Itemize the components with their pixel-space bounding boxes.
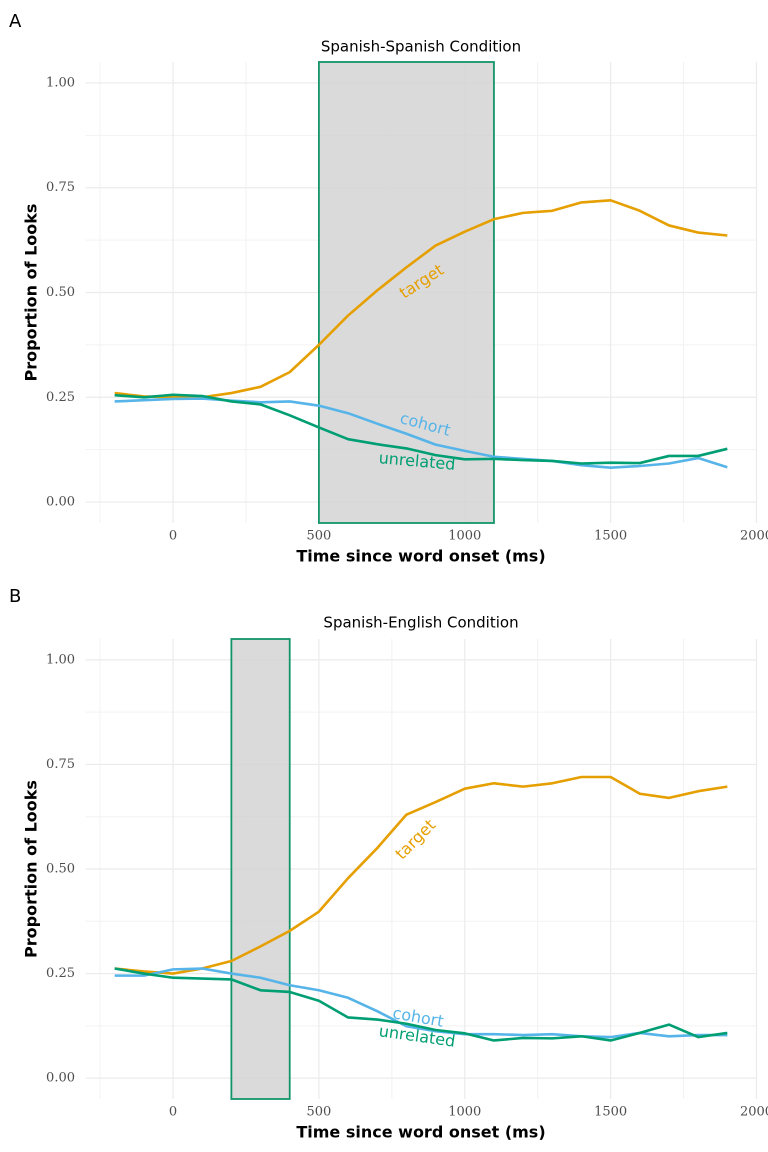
x-tick-label: 0 [169, 529, 177, 544]
panel-label: A [9, 11, 22, 32]
highlight-window [230, 638, 291, 1100]
y-tick-label: 1.00 [46, 75, 75, 90]
y-tick-label: 0.00 [46, 1071, 75, 1086]
x-axis-title: Time since word onset (ms) [296, 547, 545, 566]
line-series [114, 967, 728, 1042]
y-tick-label: 1.00 [46, 652, 75, 667]
x-tick-label: 1000 [448, 1105, 481, 1120]
x-tick-label: 1500 [594, 1105, 627, 1120]
x-axis-title: Time since word onset (ms) [296, 1123, 545, 1142]
x-tick-label: 2000 [740, 1105, 768, 1120]
x-tick-label: 2000 [740, 529, 768, 544]
y-axis-title: Proportion of Looks [22, 780, 41, 958]
x-tick-label: 1500 [594, 529, 627, 544]
line-series [114, 775, 728, 975]
y-tick-label: 0.25 [46, 390, 75, 405]
x-tick-label: 1000 [448, 529, 481, 544]
chart-title: Spanish-English Condition [323, 614, 518, 632]
y-tick-label: 0.50 [46, 862, 75, 877]
y-tick-label: 0.50 [46, 285, 75, 300]
x-tick-label: 500 [306, 529, 331, 544]
y-tick-label: 0.75 [46, 757, 75, 772]
panel-label: B [9, 586, 21, 607]
highlight-window [317, 61, 495, 524]
chart-title: Spanish-Spanish Condition [321, 38, 521, 56]
line-series [114, 199, 728, 399]
y-tick-label: 0.75 [46, 180, 75, 195]
y-tick-label: 0.25 [46, 966, 75, 981]
y-axis-title: Proportion of Looks [22, 204, 41, 382]
line-series [114, 967, 728, 1039]
x-tick-label: 500 [306, 1105, 331, 1120]
y-tick-label: 0.00 [46, 495, 75, 510]
x-tick-label: 0 [169, 1105, 177, 1120]
line-series [114, 393, 728, 465]
